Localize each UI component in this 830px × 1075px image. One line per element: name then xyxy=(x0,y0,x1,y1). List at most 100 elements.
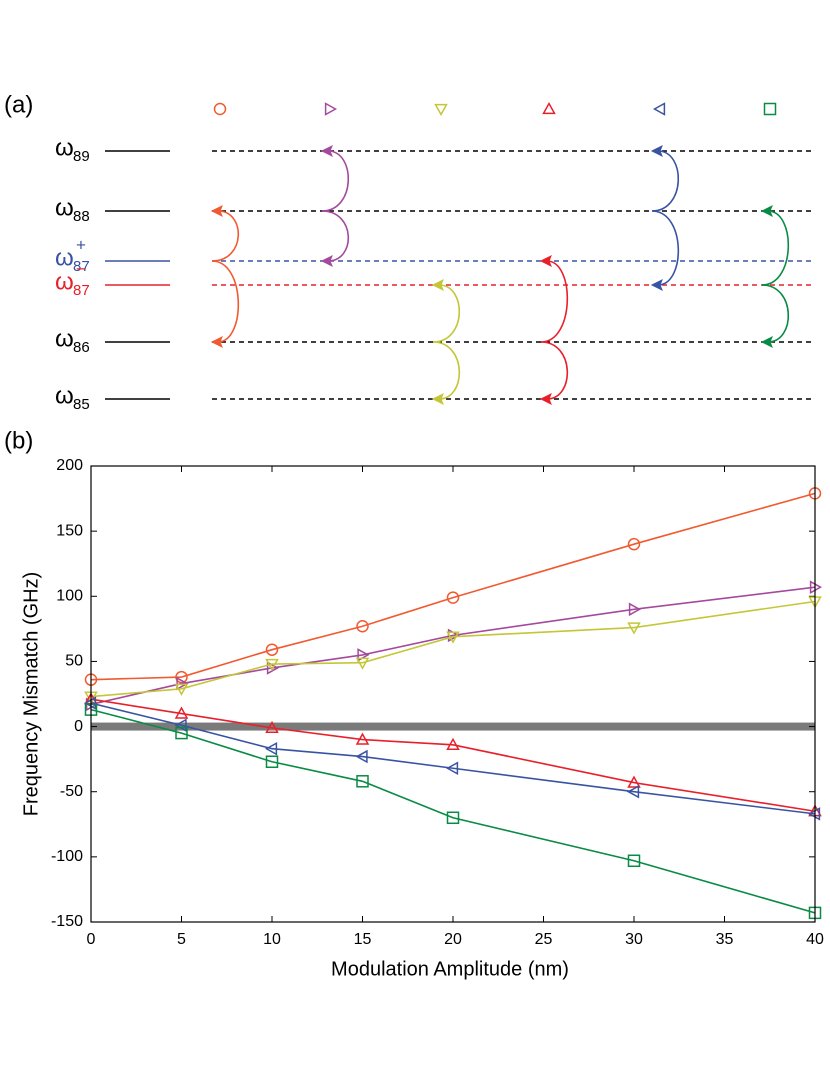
x-tick-label: 40 xyxy=(806,931,824,948)
y-tick-label: -150 xyxy=(51,913,83,930)
data-marker xyxy=(176,676,189,691)
transition-arrow xyxy=(651,210,680,286)
data-marker xyxy=(265,643,279,656)
data-marker xyxy=(446,591,460,604)
level-symbol: ω xyxy=(55,268,74,295)
series-line xyxy=(90,708,816,914)
y-tick-label: 100 xyxy=(56,588,83,605)
zero-band xyxy=(91,722,815,731)
level-superscript: + xyxy=(76,235,86,254)
x-tick-label: 35 xyxy=(716,931,734,948)
level-subscript: 89 xyxy=(73,148,90,165)
data-marker xyxy=(174,706,189,719)
data-marker xyxy=(175,726,188,740)
transition-arrow xyxy=(321,150,350,212)
level-symbol: ω xyxy=(55,134,74,161)
transition-arrow xyxy=(540,341,569,400)
x-axis-label: Modulation Amplitude (nm) xyxy=(331,958,569,980)
series xyxy=(84,692,822,817)
transition-arrow xyxy=(540,260,569,343)
data-marker xyxy=(627,537,641,551)
data-marker xyxy=(265,658,279,672)
legend-marker xyxy=(763,102,777,116)
panel-label: (b) xyxy=(4,427,33,454)
series-line xyxy=(90,586,816,706)
level-symbol: ω xyxy=(55,325,74,352)
arrow-head xyxy=(431,278,444,292)
data-marker xyxy=(446,737,460,750)
transition-arrow xyxy=(211,260,240,343)
y-tick-label: 0 xyxy=(74,718,83,735)
arrow-head xyxy=(539,392,552,406)
arrow-head xyxy=(320,254,333,268)
arrow-head xyxy=(320,144,333,158)
x-tick-label: 15 xyxy=(354,931,372,948)
legend-marker xyxy=(213,102,227,116)
arrow-head xyxy=(210,204,223,218)
level-subscript: 85 xyxy=(73,396,90,413)
transition-arrow xyxy=(321,210,350,262)
series-line xyxy=(90,702,816,815)
y-tick-label: 200 xyxy=(56,457,83,474)
data-marker xyxy=(628,602,642,617)
data-marker xyxy=(355,657,370,670)
level-symbol: ω xyxy=(55,244,74,271)
data-marker xyxy=(265,720,279,734)
data-marker xyxy=(627,854,641,868)
y-tick-label: 50 xyxy=(65,653,83,670)
arrow-head xyxy=(210,335,223,349)
data-marker xyxy=(264,741,278,756)
level-subscript: 87 xyxy=(73,258,90,275)
transition-arrow xyxy=(651,150,680,212)
level-symbol: ω xyxy=(55,194,74,221)
level-subscript: 88 xyxy=(73,208,90,225)
transition-arrow xyxy=(432,284,461,343)
x-tick-label: 0 xyxy=(87,931,96,948)
legend-marker xyxy=(434,103,448,117)
x-tick-label: 20 xyxy=(444,931,462,948)
plot-frame xyxy=(90,465,816,923)
legend-marker xyxy=(542,101,556,115)
x-tick-label: 25 xyxy=(535,931,553,948)
data-marker xyxy=(445,761,459,776)
series-line xyxy=(90,698,816,813)
data-marker xyxy=(175,670,188,684)
data-marker xyxy=(174,683,189,696)
data-marker xyxy=(355,749,368,764)
legend-marker xyxy=(324,102,338,116)
data-marker xyxy=(265,755,279,768)
arrow-head xyxy=(760,204,773,218)
x-tick-label: 10 xyxy=(263,931,281,948)
data-marker xyxy=(355,732,370,745)
data-marker xyxy=(627,622,641,635)
level-subscript: 86 xyxy=(73,339,90,356)
arrow-head xyxy=(650,278,663,292)
y-tick-label: -50 xyxy=(60,783,83,800)
data-marker xyxy=(446,811,460,825)
y-tick-label: -100 xyxy=(51,848,83,865)
arrow-head xyxy=(650,144,663,158)
panel-label: (a) xyxy=(4,91,33,118)
data-marker xyxy=(627,775,641,788)
transition-arrow xyxy=(761,210,790,286)
level-superscript: − xyxy=(76,259,86,278)
transition-arrow xyxy=(761,284,790,343)
transition-arrow xyxy=(211,210,240,262)
x-tick-label: 30 xyxy=(625,931,643,948)
plot-area xyxy=(91,466,815,922)
data-marker xyxy=(356,620,369,633)
data-marker xyxy=(626,784,640,799)
series-line xyxy=(90,600,816,698)
arrow-head xyxy=(431,392,444,406)
arrow-head xyxy=(539,254,552,268)
data-marker xyxy=(446,631,460,644)
x-tick-label: 5 xyxy=(177,931,186,948)
data-marker xyxy=(356,775,369,788)
transition-arrow xyxy=(432,341,461,400)
arrow-head xyxy=(760,335,773,349)
y-axis-label: Frequency Mismatch (GHz) xyxy=(20,572,42,817)
legend-marker xyxy=(652,102,666,116)
level-subscript: 87 xyxy=(73,282,90,299)
series-line xyxy=(90,492,816,681)
